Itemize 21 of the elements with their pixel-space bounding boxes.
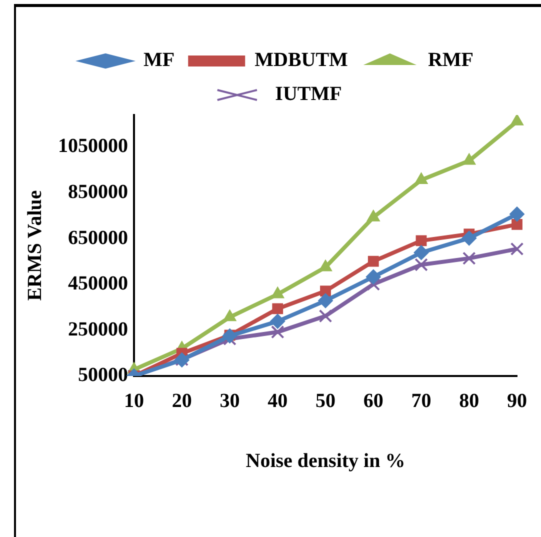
y-tick-label: 1050000: [58, 135, 128, 158]
x-axis-title: Noise density in %: [246, 450, 406, 472]
y-tick-label: 250000: [68, 318, 128, 340]
y-tick-label: 450000: [68, 272, 128, 295]
y-tick-label: 650000: [68, 226, 128, 249]
x-tick-label: 90: [507, 390, 527, 412]
y-tick-label: 50000: [78, 364, 128, 386]
legend-label: MF: [144, 49, 175, 72]
legend-label: IUTMF: [275, 83, 342, 106]
x-tick-label: 50: [316, 390, 336, 412]
x-tick-label: 10: [124, 390, 144, 412]
x-tick-label: 60: [363, 390, 384, 412]
x-tick-label: 80: [459, 390, 480, 412]
x-tick-label: 20: [172, 390, 192, 412]
y-tick-label: 850000: [68, 181, 128, 204]
legend-label: RMF: [428, 49, 474, 72]
x-tick-label: 70: [411, 390, 432, 412]
x-tick-label: 30: [220, 390, 240, 412]
x-tick-label: 40: [268, 390, 288, 412]
y-axis-title: ERMS Value: [24, 190, 46, 301]
legend-label: MDBUTM: [254, 49, 348, 72]
